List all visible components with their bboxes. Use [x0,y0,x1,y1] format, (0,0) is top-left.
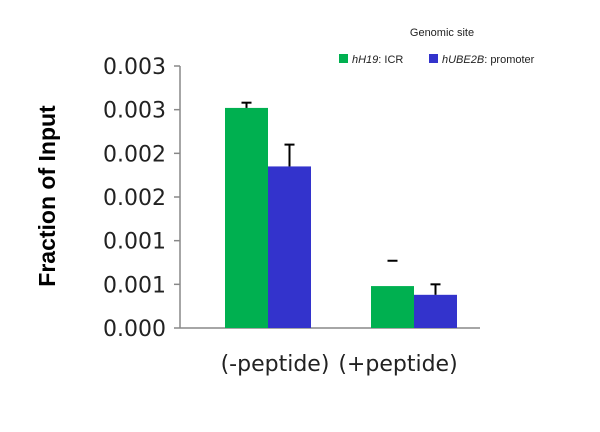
y-tick-label: 0.000 [103,317,166,342]
legend-swatch [429,54,438,63]
legend: Genomic site hH19: ICR hUBE2B: promoter [339,27,535,66]
y-tick-label: 0.002 [103,186,166,211]
bar-hube2b-minus [268,166,311,328]
y-tick-label: 0.001 [103,230,166,255]
legend-label: hUBE2B: promoter [442,54,535,66]
y-tick-label: 0.002 [103,142,166,167]
y-tick-label: 0.001 [103,273,166,298]
bar-hh19-plus [371,286,414,328]
legend-label: hH19: ICR [352,54,403,66]
y-tick-label: 0.003 [103,55,166,80]
y-axis-label: Fraction of Input [34,105,60,287]
y-tick-label: 0.003 [103,99,166,124]
bar-hh19-minus [225,107,268,328]
error-bars [241,101,441,295]
x-category-label: (+peptide) [338,352,457,377]
y-ticks: 0.000 0.001 0.001 0.002 0.002 0.003 0.003 [103,55,180,342]
x-category-label: (-peptide) [221,352,330,377]
x-categories: (-peptide) (+peptide) [221,352,458,377]
bar-hube2b-plus [414,294,457,328]
legend-title: Genomic site [410,27,474,39]
legend-swatch [339,54,348,63]
bars [225,107,457,328]
